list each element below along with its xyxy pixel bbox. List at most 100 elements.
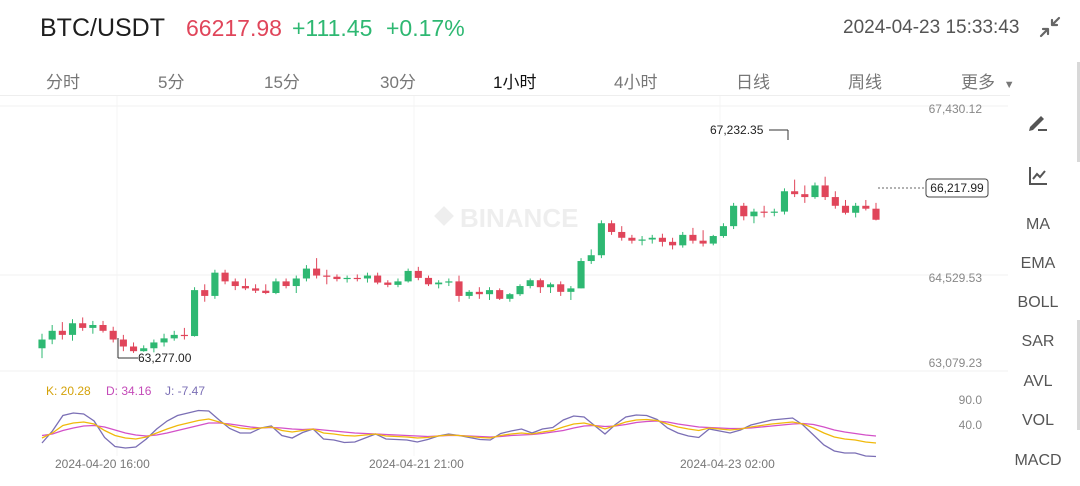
candle [302, 265, 310, 282]
candle [58, 322, 66, 340]
line-chart-icon[interactable] [1026, 164, 1050, 188]
candle [333, 274, 341, 282]
scrollbar-bottom[interactable] [1077, 320, 1080, 430]
candle [465, 290, 473, 299]
candle [597, 220, 605, 259]
candle [140, 345, 148, 352]
candle-body [191, 290, 199, 337]
candle-body [638, 239, 646, 241]
candle-body [506, 294, 514, 299]
candle-body [455, 281, 463, 296]
candle-body [313, 268, 321, 276]
candle [109, 326, 117, 343]
tab-5m[interactable]: 5分 [158, 73, 185, 92]
scrollbar-top[interactable] [1077, 62, 1080, 162]
candle-body [618, 231, 626, 238]
candle-body [292, 278, 300, 287]
candle-body [608, 223, 616, 232]
candle-body [211, 272, 219, 296]
pen-draw-icon[interactable] [1026, 110, 1050, 134]
candle [48, 324, 56, 345]
candle-body [109, 330, 117, 340]
tab-1w[interactable]: 周线 [848, 73, 882, 92]
candle [211, 269, 219, 299]
candle-body [709, 236, 717, 244]
candle-body [140, 348, 148, 352]
tab-more[interactable]: 更多 ▼ [961, 68, 1015, 93]
pair-title[interactable]: BTC/USDT [40, 14, 165, 42]
indicator-macd[interactable]: MACD [1014, 452, 1062, 469]
tab-1d[interactable]: 日线 [736, 73, 770, 92]
low-marker: 63,277.00 [117, 338, 192, 365]
candle [201, 284, 209, 302]
indicator-vol[interactable]: VOL [1021, 412, 1054, 429]
candle-body [241, 286, 249, 289]
candle-body [699, 240, 707, 244]
interval-tabs: 分时 5分 15分 30分 1小时 4小时 日线 周线 更多 ▼ [0, 62, 1015, 96]
candle-body [180, 334, 188, 337]
candle-body [557, 284, 565, 292]
candle-body [282, 281, 290, 287]
header: BTC/USDT 66217.98 +111.45 +0.17% 2024-04… [0, 0, 1080, 56]
candle-body [272, 281, 280, 294]
collapse-arrows-icon[interactable] [1038, 15, 1062, 39]
candle [587, 249, 595, 264]
candle-body [841, 205, 850, 213]
candle-body [374, 275, 382, 283]
candle-body [801, 194, 809, 198]
candle [272, 278, 280, 295]
candle-body [119, 339, 127, 347]
tab-15m[interactable]: 15分 [264, 73, 300, 92]
candle [455, 275, 463, 302]
low-price-label: 63,277.00 [138, 351, 192, 365]
candle [170, 330, 178, 341]
candle [252, 284, 260, 294]
indicator-sar[interactable]: SAR [1021, 333, 1055, 350]
candle-body [38, 339, 46, 349]
candle [760, 205, 768, 218]
candle-body [424, 277, 433, 285]
candle-body [740, 205, 748, 217]
candle-body [780, 191, 789, 212]
indicator-ma[interactable]: MA [1026, 216, 1050, 233]
candle-body [384, 282, 392, 285]
candle [679, 231, 687, 248]
candle-body [353, 277, 361, 280]
candle [129, 342, 138, 353]
candle [404, 268, 412, 283]
kdj-indicator [41, 409, 877, 458]
candle [780, 188, 789, 215]
candle [770, 208, 778, 217]
candle-body [363, 275, 372, 279]
candle-body [811, 185, 819, 198]
candle-body [679, 234, 687, 246]
tab-1h[interactable]: 1小时 [493, 73, 537, 92]
time-axis-label-2: 2024-04-21 21:00 [369, 457, 464, 471]
candle [628, 234, 636, 244]
tab-timeline[interactable]: 分时 [46, 73, 80, 92]
candle [730, 202, 738, 230]
candle [323, 269, 331, 285]
indicator-avl[interactable]: AVL [1023, 373, 1053, 390]
price-change-percent: +0.17% [386, 15, 465, 41]
candle [160, 333, 168, 347]
candle [485, 287, 494, 300]
tab-30m[interactable]: 30分 [380, 73, 416, 92]
indicator-boll[interactable]: BOLL [1017, 294, 1059, 311]
candle-body [658, 237, 666, 242]
candle-body [730, 205, 738, 227]
candle-body [262, 290, 270, 294]
watermark-text: BINANCE [460, 203, 578, 233]
candle [506, 293, 514, 302]
candle [608, 220, 616, 235]
candle-body [862, 205, 870, 209]
kdj-axis-90: 90.0 [959, 393, 983, 407]
candle-body [333, 276, 341, 280]
tab-4h[interactable]: 4小时 [614, 73, 658, 92]
indicator-ema[interactable]: EMA [1020, 255, 1056, 272]
last-price-label: 66,217.99 [930, 181, 984, 195]
price-chart[interactable]: BINANCE 67,430.12 64,529.53 63,079.23 67… [0, 96, 1008, 486]
candle [79, 317, 87, 331]
candle [394, 278, 402, 288]
candle-body [445, 281, 453, 283]
